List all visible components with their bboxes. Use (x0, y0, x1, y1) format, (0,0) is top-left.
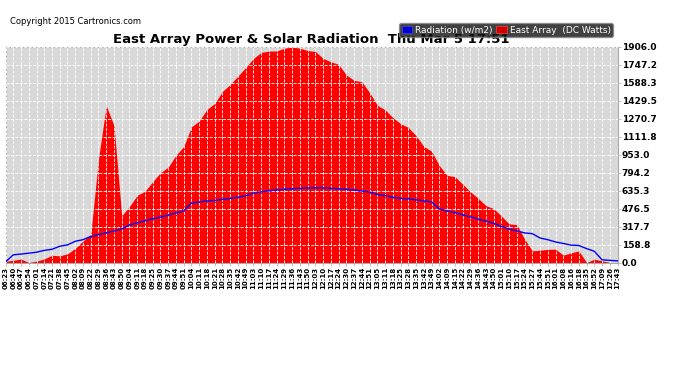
Text: Copyright 2015 Cartronics.com: Copyright 2015 Cartronics.com (10, 17, 141, 26)
Title: East Array Power & Solar Radiation  Thu Mar 5 17:51: East Array Power & Solar Radiation Thu M… (113, 33, 510, 46)
Legend: Radiation (w/m2), East Array  (DC Watts): Radiation (w/m2), East Array (DC Watts) (400, 23, 613, 37)
